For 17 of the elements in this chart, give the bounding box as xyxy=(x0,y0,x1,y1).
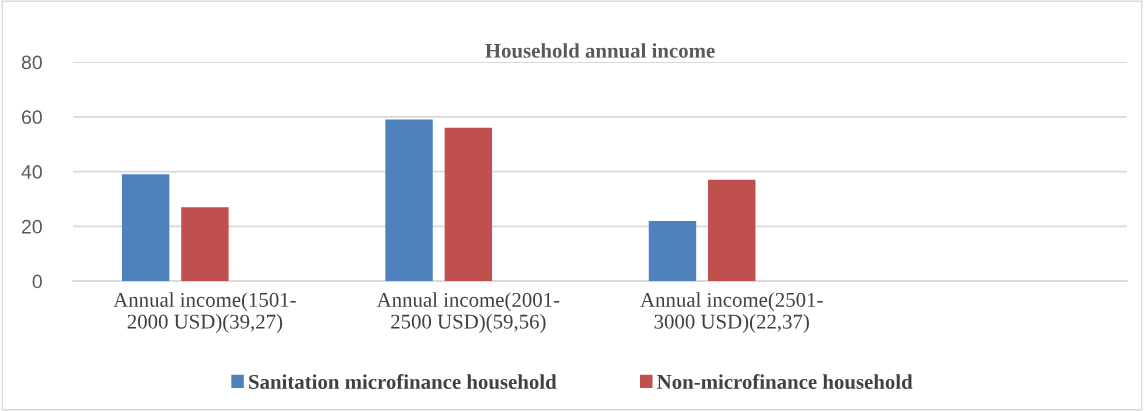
x-tick-label: Annual income(2501- 3000 USD)(22,37) xyxy=(640,292,823,333)
y-tick-label: 20 xyxy=(22,219,42,234)
x-tick-label: Annual income(1501- 2000 USD)(39,27) xyxy=(113,292,296,333)
bar xyxy=(444,127,493,282)
bar xyxy=(181,207,229,282)
bar xyxy=(385,119,433,282)
chart-title: Household annual income xyxy=(485,43,715,58)
legend-label: Non-microfinance household xyxy=(657,374,913,389)
y-tick-label: 40 xyxy=(21,165,42,179)
y-tick-label: 80 xyxy=(21,55,42,70)
bar xyxy=(121,174,170,282)
bar xyxy=(708,179,756,282)
y-tick-label: 60 xyxy=(22,110,42,125)
bar xyxy=(648,220,697,282)
x-tick-label: Annual income(2001- 2500 USD)(59,56) xyxy=(376,292,560,333)
legend-label: Sanitation microfinance household xyxy=(249,374,557,389)
y-tick-label: 0 xyxy=(32,274,42,289)
